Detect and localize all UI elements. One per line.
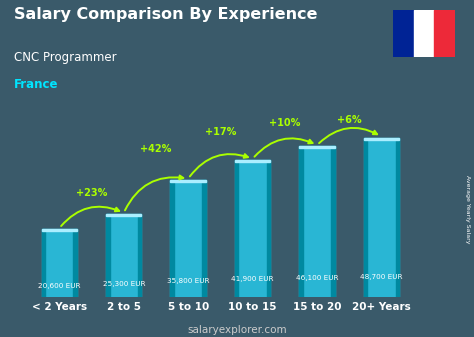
Text: Average Yearly Salary: Average Yearly Salary xyxy=(465,175,470,243)
Text: 35,800 EUR: 35,800 EUR xyxy=(167,278,210,284)
Bar xyxy=(202,180,206,297)
Bar xyxy=(267,160,270,297)
Bar xyxy=(42,229,77,232)
Text: +6%: +6% xyxy=(337,115,362,125)
Text: 46,100 EUR: 46,100 EUR xyxy=(296,275,338,281)
Bar xyxy=(414,10,435,57)
Text: 48,700 EUR: 48,700 EUR xyxy=(360,274,403,280)
Bar xyxy=(435,10,455,57)
Text: +17%: +17% xyxy=(205,127,236,137)
Bar xyxy=(235,160,270,162)
Bar xyxy=(331,146,335,297)
Text: 41,900 EUR: 41,900 EUR xyxy=(231,276,274,282)
Bar xyxy=(393,10,414,57)
Bar xyxy=(235,160,270,297)
Bar xyxy=(396,138,399,297)
Bar xyxy=(364,138,399,140)
Bar xyxy=(171,180,206,182)
Bar xyxy=(106,214,141,216)
Bar xyxy=(106,214,109,297)
Bar xyxy=(171,180,206,297)
Text: 20,600 EUR: 20,600 EUR xyxy=(38,283,81,289)
Bar xyxy=(364,138,367,297)
Text: salaryexplorer.com: salaryexplorer.com xyxy=(187,325,287,335)
Bar xyxy=(235,160,238,297)
Bar xyxy=(171,180,174,297)
Bar xyxy=(300,146,335,297)
Bar xyxy=(106,214,141,297)
Text: +23%: +23% xyxy=(76,188,107,198)
Bar xyxy=(138,214,141,297)
Bar xyxy=(364,138,399,297)
Text: France: France xyxy=(14,78,59,91)
Bar xyxy=(300,146,303,297)
Bar xyxy=(42,229,45,297)
Text: CNC Programmer: CNC Programmer xyxy=(14,51,117,64)
Bar xyxy=(73,229,77,297)
Text: 25,300 EUR: 25,300 EUR xyxy=(102,281,145,287)
Text: +10%: +10% xyxy=(269,119,301,128)
Text: Salary Comparison By Experience: Salary Comparison By Experience xyxy=(14,7,318,22)
Bar xyxy=(42,229,77,297)
Text: +42%: +42% xyxy=(140,144,172,154)
Bar xyxy=(300,146,335,148)
